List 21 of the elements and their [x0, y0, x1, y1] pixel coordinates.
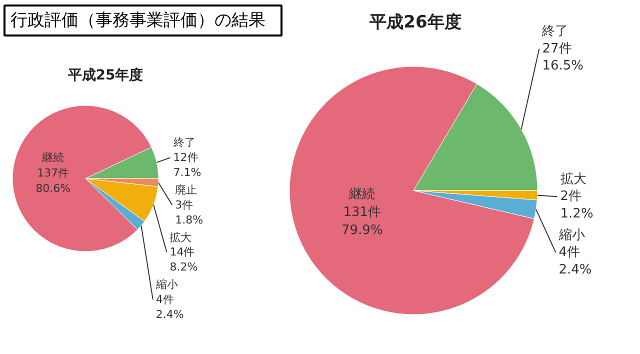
data-label: 12件 7.1%	[173, 151, 202, 180]
data-label: 131件 79.9%	[342, 204, 383, 238]
slice-label: 拡大	[170, 230, 192, 244]
data-label: 14件 8.2%	[170, 246, 198, 274]
slice-label: 縮小	[558, 228, 585, 243]
data-label: 2件 1.2%	[560, 189, 594, 222]
data-label: 137件 80.6%	[36, 166, 71, 196]
data-label: 27件 16.5%	[542, 41, 584, 74]
slice-label: 廃止	[175, 183, 198, 196]
slice-label: 継続	[348, 186, 376, 202]
data-label: 4件 2.4%	[558, 245, 592, 278]
data-label: 3件 1.8%	[175, 198, 204, 226]
slice-label: 終了	[172, 136, 196, 150]
slice-label: 継続	[41, 150, 64, 164]
slice-label: 拡大	[560, 172, 586, 187]
slice-label: 終了	[541, 24, 568, 40]
data-label: 4件 2.4%	[156, 293, 184, 321]
slice-label: 縮小	[154, 278, 178, 292]
chart-title: 平成25年度	[66, 66, 144, 84]
text: 行政評価（事務事業評価）の結果	[10, 10, 266, 30]
chart-title: 平成26年度	[368, 12, 462, 32]
